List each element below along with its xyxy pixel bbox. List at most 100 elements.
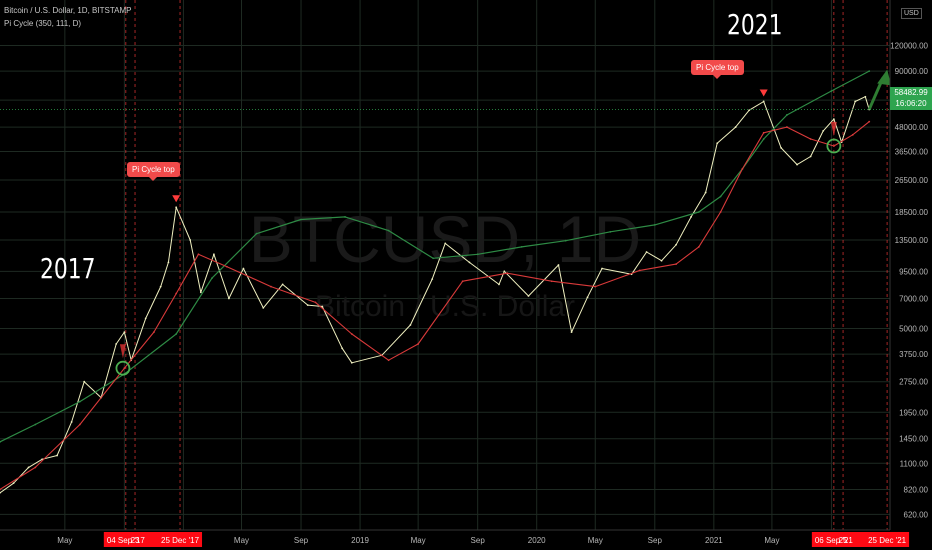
data-point [586, 296, 589, 299]
data-point [242, 267, 245, 270]
highlight-date-label: 06 Sep '21 [815, 536, 854, 545]
data-point [314, 301, 317, 304]
time-tick-label: 2019 [351, 536, 369, 545]
data-point [741, 168, 744, 170]
data-point [226, 265, 228, 268]
data-point [476, 253, 479, 256]
data-point [809, 155, 812, 158]
cross-down-arrow [830, 122, 837, 137]
price-tick-label: 1100.00 [900, 459, 929, 468]
date-highlight-band [103, 532, 203, 547]
highlight-date-label: 25 Dec '21 [868, 536, 907, 545]
time-tick-label: May [57, 536, 72, 545]
symbol-title[interactable]: Bitcoin / U.S. Dollar, 1D, BITSTAMP [4, 6, 132, 15]
price-tick-label: 1450.00 [899, 435, 928, 444]
pi-cycle-top-marker-2021[interactable]: Pi Cycle top [691, 60, 744, 79]
data-point [762, 131, 765, 134]
ma-cross-circle [826, 138, 842, 154]
pi-cycle-top-arrow [759, 89, 768, 97]
data-point [213, 253, 215, 256]
data-point [387, 359, 390, 362]
chart-overlays [0, 69, 892, 376]
data-point [832, 145, 835, 147]
data-point [851, 133, 854, 136]
price-tick-label: 36500.00 [895, 147, 929, 156]
data-point [527, 295, 530, 297]
data-point [675, 263, 677, 266]
data-point [175, 333, 178, 335]
data-point [432, 257, 435, 260]
data-point [175, 292, 178, 295]
data-point [786, 126, 788, 128]
data-point [868, 70, 871, 73]
time-tick-label: 2020 [528, 536, 546, 545]
time-tick-label: May [588, 536, 603, 545]
time-tick-label: Sep [471, 536, 486, 545]
data-point [660, 259, 663, 262]
time-tick-label: May [234, 536, 249, 545]
price-tick-label: 1950.00 [899, 408, 928, 417]
highlight-date-label: 25 Dec '17 [161, 536, 200, 545]
data-point [697, 245, 700, 248]
data-point [189, 239, 192, 241]
data-point [762, 138, 765, 140]
data-point [199, 291, 202, 294]
indicator-label[interactable]: Pi Cycle (350, 111, D) [4, 19, 82, 28]
price-tick-label: 2750.00 [899, 378, 928, 387]
data-point [78, 423, 81, 426]
data-point [809, 138, 812, 140]
year-2021-label: 2021 [727, 8, 783, 41]
data-point [350, 361, 353, 364]
price-axis[interactable]: 120000.0090000.0065000.0048000.0036500.0… [889, 0, 932, 550]
data-point [70, 421, 73, 423]
data-point [653, 223, 656, 226]
data-point [12, 482, 15, 485]
data-point [638, 269, 641, 272]
data-point [594, 285, 597, 288]
data-point [675, 243, 677, 246]
data-point [144, 317, 147, 320]
pi-cycle-top-arrow [172, 195, 181, 203]
projection-arrow-head [877, 69, 892, 86]
data-point [868, 120, 871, 123]
currency-label[interactable]: USD [901, 8, 922, 19]
time-axis[interactable]: MaySep2018MaySep2019MaySep2020MaySep2021… [0, 529, 910, 547]
data-point [115, 343, 118, 345]
data-point [123, 367, 126, 370]
price-tick-label: 18500.00 [895, 208, 929, 217]
time-tick-label: May [764, 536, 779, 545]
data-point [262, 306, 265, 309]
data-point [719, 195, 722, 198]
time-tick-label: May [411, 536, 426, 545]
data-point [417, 343, 420, 345]
ma-cross-circle [115, 360, 131, 376]
price-tick-label: 13500.00 [895, 236, 929, 245]
data-point [498, 283, 500, 286]
data-point [409, 324, 412, 326]
data-point [468, 261, 471, 264]
date-highlight-band [811, 532, 910, 547]
last-price-badge: 58482.99 [890, 87, 932, 99]
price-tick-label: 3750.00 [899, 350, 928, 359]
data-point [159, 285, 162, 288]
data-point [748, 109, 751, 112]
data-point [609, 230, 612, 233]
data-point [387, 229, 390, 232]
data-point [83, 380, 86, 383]
pi-cycle-top-marker-2017[interactable]: Pi Cycle top [127, 162, 180, 181]
data-point [461, 280, 464, 283]
data-point [306, 304, 309, 307]
data-point [734, 126, 737, 128]
time-tick-label: 2021 [705, 536, 723, 545]
data-point [0, 491, 1, 494]
data-point [796, 163, 798, 166]
watermark-symbol: BTCUSD, 1D [249, 202, 641, 276]
data-point [690, 216, 692, 218]
data-point [520, 245, 523, 248]
bar-countdown-badge: 16:06:20 [890, 98, 932, 110]
price-tick-label: 9500.00 [899, 267, 928, 276]
price-tick-label: 820.00 [904, 485, 929, 494]
data-point [704, 191, 707, 194]
data-point [719, 211, 722, 213]
